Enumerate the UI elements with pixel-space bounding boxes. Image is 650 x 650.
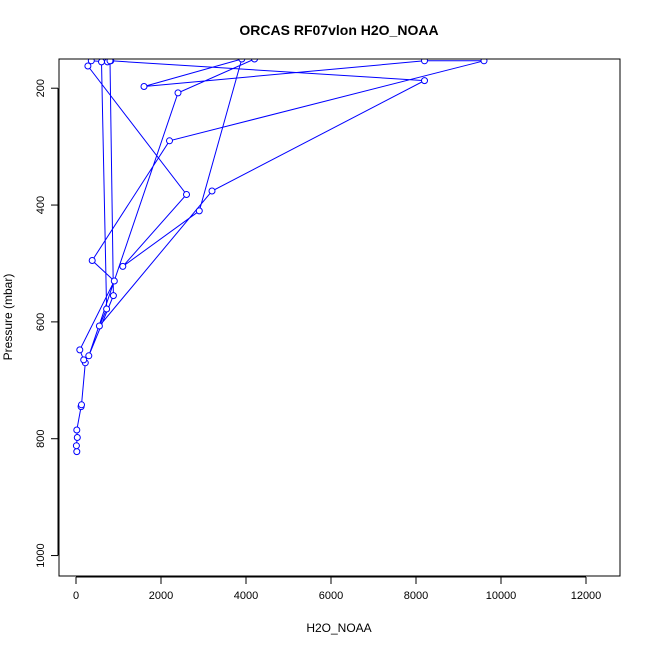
data-point [88, 257, 96, 264]
data-point [98, 59, 105, 66]
y-tick-label: 800 [35, 430, 47, 448]
data-point [140, 83, 148, 90]
data-point [73, 448, 81, 456]
y-tick-label: 400 [35, 196, 47, 214]
x-tick-label: 8000 [404, 590, 428, 602]
y-axis-label: Pressure (mbar) [1, 274, 15, 361]
data-point [166, 137, 173, 145]
y-tick-label: 1000 [35, 543, 47, 567]
y-tick-label: 200 [35, 79, 47, 97]
data-point [174, 89, 182, 97]
data-point [183, 191, 190, 198]
data-point [80, 356, 88, 364]
data-point [95, 322, 103, 330]
data-point [110, 277, 118, 285]
y-axis: 200 400 600 800 1000 [35, 79, 59, 568]
data-point [84, 62, 92, 70]
x-tick-label: 4000 [234, 590, 258, 602]
series-line [75, 59, 485, 452]
data-point [421, 77, 428, 85]
x-tick-label: 12000 [571, 590, 602, 602]
x-axis: 0 2000 4000 6000 8000 10000 12000 [73, 576, 602, 602]
data-point [238, 59, 246, 63]
data-point [78, 401, 85, 409]
x-tick-label: 10000 [486, 590, 517, 602]
data-point [103, 305, 111, 313]
data-point [251, 59, 258, 63]
data-point [76, 346, 84, 354]
data-point [119, 262, 127, 270]
data-point [85, 352, 93, 360]
data-point [73, 426, 81, 434]
x-tick-label: 6000 [319, 590, 343, 602]
data-point [73, 434, 81, 441]
data-point [480, 59, 488, 65]
data-point [72, 442, 80, 450]
data-point [109, 292, 117, 300]
x-tick-label: 2000 [149, 590, 173, 602]
data-point [106, 59, 114, 65]
x-axis-label: H2O_NOAA [306, 621, 371, 635]
plot-frame [58, 58, 621, 577]
x-tick-label: 0 [73, 590, 79, 602]
data-point [195, 207, 203, 215]
chart-title: ORCAS RF07vlon H2O_NOAA [239, 22, 438, 38]
data-point [208, 187, 216, 195]
data-point [87, 59, 95, 65]
data-point [421, 59, 428, 65]
y-tick-label: 600 [35, 313, 47, 331]
